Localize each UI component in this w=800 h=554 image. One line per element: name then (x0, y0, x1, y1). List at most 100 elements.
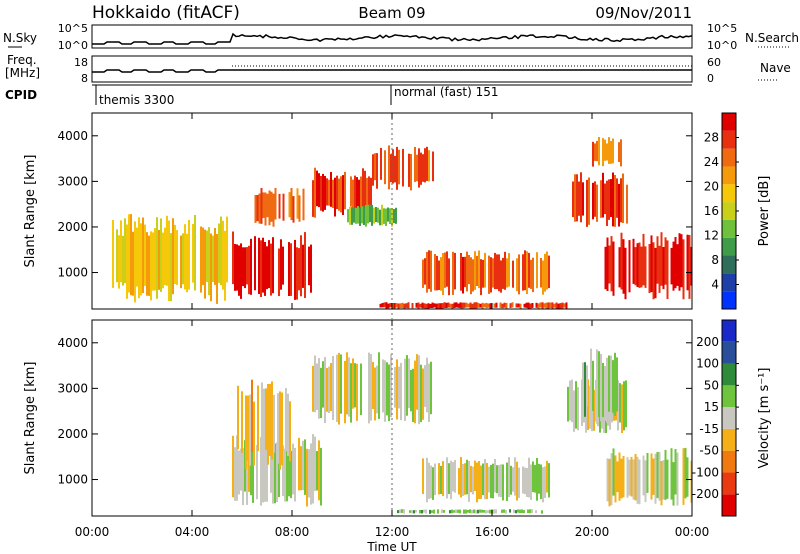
heatmap-cell (216, 234, 218, 304)
y-tick-label: 3000 (57, 174, 88, 188)
heatmap-cell (592, 182, 594, 220)
heatmap-cell (454, 252, 456, 290)
heatmap-cell (542, 467, 544, 503)
colorbar-swatch (722, 130, 736, 149)
heatmap-cell (338, 178, 340, 211)
heatmap-cell (451, 509, 453, 514)
heatmap-cell (612, 172, 614, 227)
heatmap-region (312, 352, 432, 425)
heatmap-cell (450, 460, 452, 500)
colorbar-tick-label: 4 (711, 278, 719, 292)
heatmap-cell (604, 366, 606, 421)
heatmap-cell (318, 358, 320, 419)
heatmap-cell (426, 457, 428, 503)
heatmap-cell (636, 243, 639, 287)
heatmap-cell (512, 260, 514, 288)
heatmap-cell (254, 236, 256, 291)
heatmap-cell (606, 180, 608, 226)
heatmap-cell (530, 259, 532, 289)
heatmap-cell (355, 207, 357, 224)
heatmap-cell (433, 303, 436, 308)
heatmap-cell (398, 149, 400, 185)
heatmap-cell (555, 302, 558, 309)
heatmap-cell (267, 384, 269, 465)
heatmap-cell (359, 207, 361, 226)
heatmap-cell (509, 509, 511, 513)
heatmap-cell (138, 217, 140, 299)
heatmap-cell (610, 453, 613, 506)
heatmap-cell (268, 190, 271, 226)
nsky-tick-top: 10^5 (58, 22, 88, 35)
heatmap-cell (452, 462, 454, 492)
heatmap-cell (576, 174, 578, 222)
heatmap-cell (262, 237, 264, 293)
heatmap-cell (277, 393, 279, 464)
heatmap-cell (490, 464, 492, 499)
heatmap-cell (290, 188, 293, 220)
heatmap-cell (346, 352, 348, 415)
heatmap-cell (252, 446, 254, 503)
heatmap-cell (467, 510, 469, 513)
heatmap-cell (410, 370, 412, 412)
heatmap-cell (532, 257, 534, 293)
velocity-heatmap (232, 348, 693, 514)
heatmap-cell (524, 250, 526, 291)
heatmap-cell (388, 364, 390, 422)
heatmap-cell (546, 251, 548, 290)
heatmap-cell (457, 509, 459, 513)
heatmap-cell (274, 443, 276, 504)
heatmap-cell (422, 259, 424, 288)
heatmap-cell (616, 461, 619, 493)
heatmap-cell (619, 383, 621, 423)
heatmap-cell (182, 233, 184, 285)
heatmap-cell (438, 463, 440, 495)
heatmap-cell (483, 510, 485, 513)
heatmap-cell (604, 139, 606, 161)
heatmap-cell (548, 463, 550, 498)
heatmap-cell (344, 171, 346, 210)
heatmap-region (606, 447, 693, 507)
heatmap-cell (162, 232, 164, 289)
heatmap-cell (480, 259, 482, 296)
colorbar-tick-label: 24 (704, 155, 719, 169)
heatmap-cell (549, 302, 552, 308)
heatmap-cell (495, 509, 497, 514)
heatmap-cell (512, 467, 514, 492)
heatmap-cell (208, 227, 210, 296)
heatmap-cell (326, 178, 328, 206)
heatmap-cell (389, 208, 391, 224)
heatmap-cell (628, 459, 631, 496)
heatmap-cell (618, 452, 621, 501)
heatmap-cell (172, 218, 174, 295)
heatmap-cell (493, 509, 495, 514)
heatmap-cell (488, 255, 490, 294)
heatmap-cell (300, 235, 302, 297)
colorbar-swatch (722, 166, 736, 185)
heatmap-cell (508, 457, 510, 498)
heatmap-cell (348, 357, 350, 417)
heatmap-cell (443, 302, 446, 309)
heatmap-cell (224, 230, 226, 301)
heatmap-cell (426, 252, 428, 293)
heatmap-cell (526, 251, 528, 294)
heatmap-cell (288, 192, 291, 218)
heatmap-cell (116, 229, 118, 283)
colorbar-swatch (722, 472, 736, 495)
heatmap-cell (676, 452, 679, 506)
heatmap-cell (471, 509, 473, 514)
heatmap-cell (514, 457, 516, 496)
heatmap-cell (620, 178, 622, 223)
heatmap-cell (486, 463, 488, 499)
heatmap-cell (429, 303, 432, 308)
heatmap-cell (140, 223, 142, 296)
heatmap-cell (539, 302, 542, 308)
heatmap-region (582, 348, 618, 424)
heatmap-cell (401, 509, 403, 513)
heatmap-cell (664, 237, 667, 285)
heatmap-cell (395, 303, 398, 308)
heatmap-cell (638, 459, 641, 505)
heatmap-cell (423, 509, 425, 513)
heatmap-cell (442, 461, 444, 497)
heatmap-cell (482, 463, 484, 496)
heatmap-cell (662, 247, 665, 290)
